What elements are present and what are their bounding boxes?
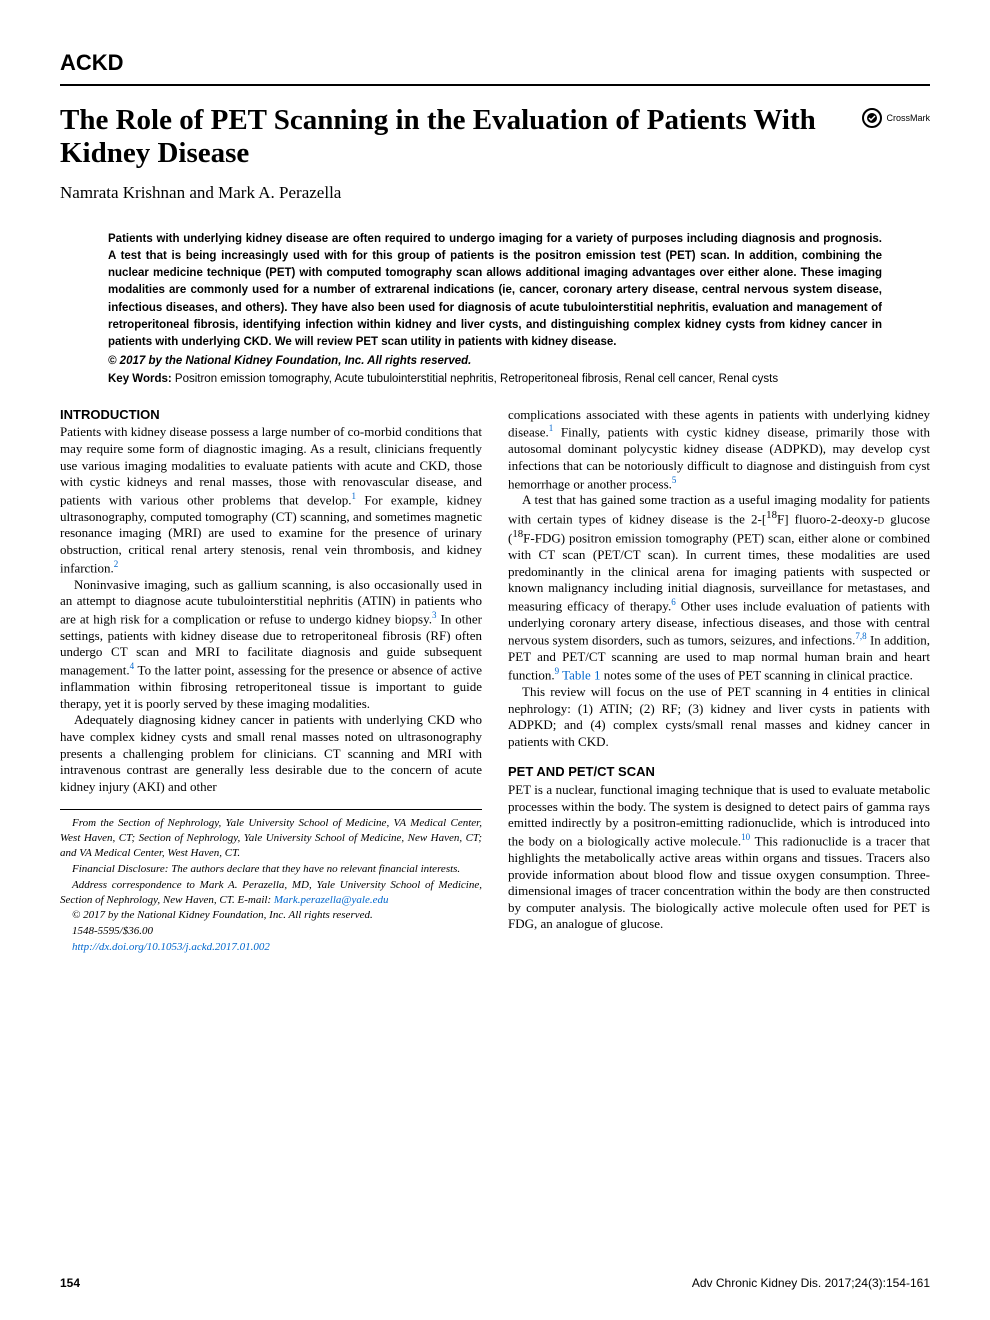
isotope-18a: 18: [766, 509, 777, 521]
journal-abbrev: ACKD: [60, 50, 930, 76]
doi-link[interactable]: http://dx.doi.org/10.1053/j.ackd.2017.01…: [72, 941, 270, 953]
footer-citation: Adv Chronic Kidney Dis. 2017;24(3):154-1…: [692, 1276, 930, 1290]
pet-para-1: PET is a nuclear, functional imaging tec…: [508, 782, 930, 933]
crossmark-icon: [862, 108, 882, 128]
abstract-block: Patients with underlying kidney disease …: [60, 231, 930, 389]
footnote-affiliation: From the Section of Nephrology, Yale Uni…: [60, 816, 482, 861]
crossmark-badge[interactable]: CrossMark: [862, 108, 930, 128]
correspondence-email[interactable]: Mark.perazella@yale.edu: [274, 894, 389, 906]
article-title: The Role of PET Scanning in the Evaluati…: [60, 104, 820, 171]
isotope-18b: 18: [512, 528, 523, 540]
col2-para-3: This review will focus on the use of PET…: [508, 684, 930, 751]
table-1-link[interactable]: Table 1: [562, 667, 600, 682]
col2-para-1: complications associated with these agen…: [508, 407, 930, 493]
abstract-copyright: © 2017 by the National Kidney Foundation…: [108, 355, 882, 367]
ref-10[interactable]: 10: [741, 832, 750, 842]
footnote-correspondence: Address correspondence to Mark A. Peraze…: [60, 878, 482, 908]
intro-para-1: Patients with kidney disease possess a l…: [60, 424, 482, 576]
footnote-issn: 1548-5595/$36.00: [60, 924, 482, 939]
pet-heading: PET AND PET/CT SCAN: [508, 764, 930, 781]
ref-2[interactable]: 2: [114, 559, 119, 569]
col2-para-2: A test that has gained some traction as …: [508, 492, 930, 684]
footnotes-block: From the Section of Nephrology, Yale Uni…: [60, 816, 482, 955]
header-rule: [60, 84, 930, 86]
ref-78[interactable]: 7,8: [855, 631, 866, 641]
ref-5[interactable]: 5: [672, 475, 677, 485]
keywords-label: Key Words:: [108, 373, 172, 385]
abstract-text: Patients with underlying kidney disease …: [108, 231, 882, 352]
keywords-line: Key Words: Positron emission tomography,…: [108, 371, 882, 388]
footnote-copyright: © 2017 by the National Kidney Foundation…: [60, 908, 482, 923]
column-right: complications associated with these agen…: [508, 407, 930, 956]
intro-para-3: Adequately diagnosing kidney cancer in p…: [60, 712, 482, 795]
ref-9[interactable]: 9: [555, 666, 560, 676]
authors-line: Namrata Krishnan and Mark A. Perazella: [60, 183, 930, 203]
footnote-disclosure: Financial Disclosure: The authors declar…: [60, 862, 482, 877]
footnote-doi: http://dx.doi.org/10.1053/j.ackd.2017.01…: [60, 940, 482, 955]
page-footer: 154 Adv Chronic Kidney Dis. 2017;24(3):1…: [60, 1276, 930, 1290]
column-left: INTRODUCTION Patients with kidney diseas…: [60, 407, 482, 956]
page-number: 154: [60, 1276, 80, 1290]
intro-para-2: Noninvasive imaging, such as gallium sca…: [60, 577, 482, 713]
intro-heading: INTRODUCTION: [60, 407, 482, 424]
body-columns: INTRODUCTION Patients with kidney diseas…: [60, 407, 930, 956]
footnote-rule: [60, 809, 482, 810]
keywords-text: Positron emission tomography, Acute tubu…: [172, 373, 778, 385]
crossmark-label: CrossMark: [886, 113, 930, 123]
